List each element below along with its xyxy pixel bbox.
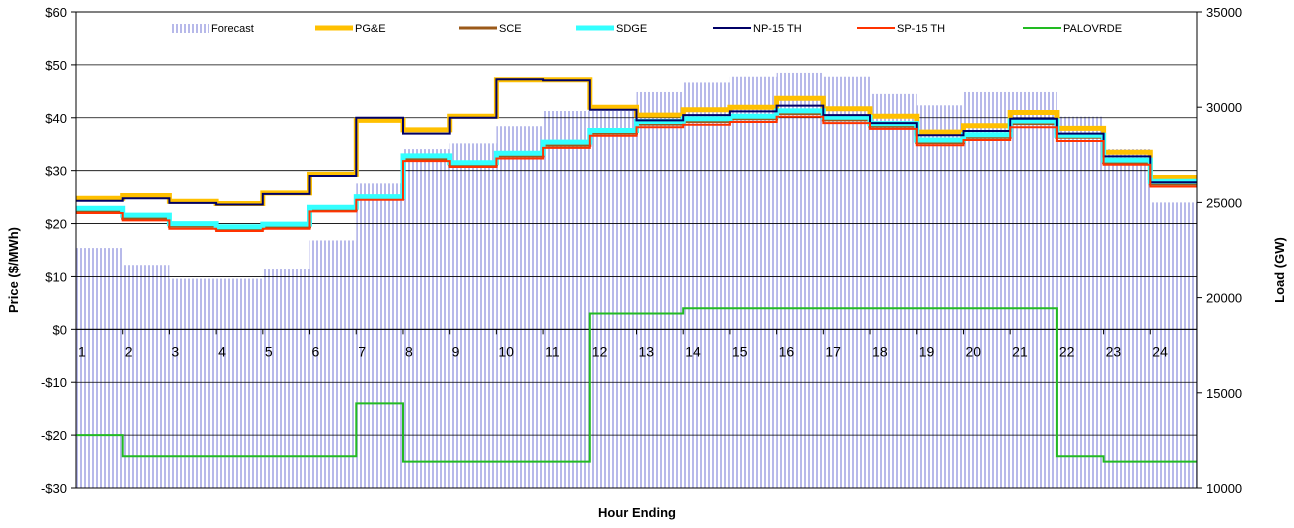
y-tick-label: -$10 (41, 375, 67, 390)
series-line-palovrde (76, 307, 1197, 463)
y-tick-label: $60 (45, 5, 67, 20)
series-line-sp-15-th (76, 115, 1197, 232)
y-tick-label: -$20 (41, 428, 67, 443)
load-bar-hour-4 (216, 278, 263, 488)
x-tick-label: 24 (1152, 343, 1168, 359)
load-bar-hour-9 (449, 143, 497, 488)
x-tick-label: 14 (685, 343, 701, 359)
load-bar-hour-16 (776, 72, 824, 488)
load-bar-hour-3 (169, 278, 217, 488)
x-tick-label: 5 (265, 343, 273, 359)
load-bar-hour-5 (262, 269, 310, 488)
load-bar-hour-2 (122, 265, 170, 488)
load-bar-hour-13 (636, 91, 684, 488)
y2-tick-label: 30000 (1206, 100, 1242, 115)
load-bars-group (76, 72, 1197, 489)
load-bar-hour-22 (1056, 116, 1104, 488)
load-bar-hour-6 (309, 240, 357, 488)
y-tick-label: $0 (53, 322, 67, 337)
load-bar-hour-23 (1103, 149, 1151, 488)
x-tick-label: 13 (639, 343, 655, 359)
y2-tick-label: 20000 (1206, 291, 1242, 306)
x-tick-label: 1 (78, 343, 86, 359)
y-tick-label: -$30 (41, 481, 67, 496)
legend-label: Forecast (211, 23, 254, 35)
zero-axis-group: 1 2 3 4 5 6 7 8 9 10 11 12 13 14 15 16 17 18 19 20 21 22 23 24 (75, 328, 1197, 359)
load-bar-hour-19 (916, 105, 964, 489)
legend-label: NP-15 TH (753, 23, 802, 35)
legend-label: SDGE (616, 23, 647, 35)
legend-label: SP-15 TH (897, 23, 945, 35)
x-tick-label: 18 (872, 343, 888, 359)
load-bar-hour-18 (870, 93, 917, 488)
load-bar-hour-21 (1010, 91, 1057, 488)
x-tick-label: 11 (545, 343, 560, 359)
y2-tick-label: 25000 (1206, 195, 1242, 210)
x-tick-label: 4 (218, 343, 226, 359)
load-bar-hour-8 (402, 149, 450, 488)
x-tick-label: 3 (171, 343, 179, 359)
x-tick-label: 7 (358, 343, 366, 359)
x-tick-label: 2 (125, 343, 133, 359)
load-bar-hour-1 (76, 248, 123, 488)
x-tick-label: 17 (825, 343, 841, 359)
y2-tick-label: 35000 (1206, 5, 1242, 20)
x-tick-label: 23 (1106, 343, 1122, 359)
load-bar-hour-10 (496, 126, 544, 489)
x-tick-label: 20 (965, 343, 981, 359)
x-tick-label: 6 (312, 343, 320, 359)
y-tick-label: $40 (45, 111, 67, 126)
load-bar-hour-17 (823, 76, 871, 489)
load-bar-hour-14 (683, 82, 730, 488)
plot-frame (75, 11, 1198, 489)
y-tick-label: $50 (45, 58, 67, 73)
load-bar-hour-12 (589, 111, 637, 489)
x-tick-label: 15 (732, 343, 748, 359)
load-bar-hour-11 (543, 111, 590, 489)
x-axis-title: Hour Ending (598, 505, 676, 520)
legend-label: SCE (499, 23, 522, 35)
y2-tick-label: 10000 (1206, 481, 1242, 496)
y2-tick-label: 15000 (1206, 386, 1242, 401)
legend-label: PG&E (355, 23, 386, 35)
legend-label: PALOVRDE (1063, 23, 1122, 35)
x-tick-label: 22 (1059, 343, 1075, 359)
legend-group: Forecast PG&E SCE SDGE NP-15 TH SP-15 TH PALOV… (171, 23, 1122, 35)
x-tick-label: 19 (919, 343, 935, 359)
load-bar-hour-20 (963, 91, 1011, 488)
x-tick-label: 16 (779, 343, 795, 359)
y-tick-label: $20 (45, 217, 67, 232)
legend-swatch-forecast (171, 24, 209, 33)
y2-axis-title: Load (GW) (1272, 237, 1287, 303)
x-tick-label: 12 (592, 343, 608, 359)
y-axis-title: Price ($/MWh) (6, 227, 21, 313)
axes-group: $60 $50 $40 $30 $20 $10 $0 -$10 -$20 -$30 35000 300… (41, 5, 1242, 496)
x-tick-label: 9 (452, 343, 460, 359)
load-bar-hour-24 (1150, 202, 1197, 488)
y-tick-label: $30 (45, 164, 67, 179)
x-tick-label: 21 (1012, 343, 1028, 359)
load-bar-hour-15 (729, 76, 777, 489)
price-lines-group (76, 77, 1197, 463)
x-tick-label: 8 (405, 343, 413, 359)
load-bar-hour-7 (356, 183, 403, 489)
y-tick-label: $10 (45, 269, 67, 284)
x-tick-label: 10 (498, 343, 514, 359)
